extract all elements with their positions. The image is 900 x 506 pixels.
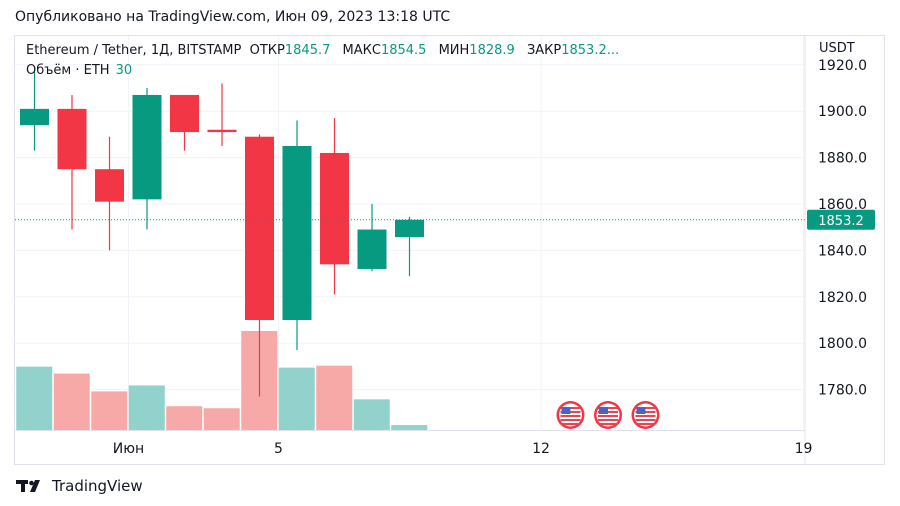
y-tick-label: 1800.0 — [818, 336, 867, 352]
tradingview-brand: TradingView — [52, 477, 143, 495]
tradingview-logo-icon — [16, 480, 40, 492]
x-tick-label: Июн — [113, 441, 144, 457]
volume-bar — [316, 365, 353, 430]
volume-label: Объём · ETH — [26, 63, 110, 78]
currency-label: USDT — [819, 41, 855, 56]
grid-lines — [15, 36, 806, 465]
candle-body — [57, 108, 87, 170]
y-tick-label: 1900.0 — [818, 104, 867, 120]
flag-canton — [636, 407, 646, 414]
candle-body — [20, 108, 49, 126]
candle-body — [132, 94, 162, 200]
x-tick-label: 19 — [795, 441, 813, 457]
volume-bar — [203, 408, 240, 430]
y-tick-label: 1860.0 — [818, 197, 867, 213]
volume-bar — [16, 366, 53, 430]
volume-bar — [353, 399, 390, 430]
us-flag-event-icon — [556, 401, 585, 429]
volume-bar — [166, 406, 203, 430]
high-value: 1854.5 — [380, 43, 427, 58]
low-label: МИН — [438, 43, 470, 58]
y-tick-label: 1780.0 — [818, 383, 867, 399]
symbol-label: Ethereum / Tether, 1Д, BITSTAMP — [26, 43, 242, 58]
flag-stripe — [560, 423, 581, 425]
volume-legend: Объём · ETH 30 — [26, 63, 132, 78]
y-tick-label: 1920.0 — [818, 58, 867, 74]
close-value: 1853.2... — [561, 43, 620, 58]
us-flag-event-icon — [594, 401, 622, 429]
event-markers — [556, 401, 660, 429]
candle-body — [320, 152, 349, 265]
us-flag-event-icon — [631, 401, 660, 429]
flag-stripe — [635, 415, 656, 417]
open-value: 1845.7 — [284, 43, 331, 58]
y-tick-label: 1840.0 — [818, 243, 867, 259]
flag-stripe — [598, 423, 618, 425]
candle-body — [395, 219, 424, 238]
flag-stripe — [598, 415, 618, 417]
open-label: ОТКР — [249, 43, 285, 58]
volume-bar — [91, 391, 128, 430]
volume-bar — [391, 425, 428, 430]
y-tick-label: 1820.0 — [818, 290, 867, 306]
tradingview-footer[interactable]: TradingView — [16, 477, 143, 495]
y-axis-labels: 1780.0 1800.0 1820.0 1840.0 1860.0 1880.0 1900… — [818, 58, 867, 399]
close-label: ЗАКР — [526, 43, 562, 58]
volume-value: 30 — [115, 63, 133, 78]
y-tick-label: 1880.0 — [818, 151, 867, 167]
x-tick-label: 5 — [274, 441, 283, 457]
flag-canton — [561, 407, 571, 414]
candle-body — [245, 136, 274, 320]
x-axis-labels: Июн 5 12 19 — [113, 441, 813, 457]
candle-body — [95, 169, 124, 202]
published-caption: Опубликовано на TradingView.com, Июн 09,… — [15, 9, 451, 25]
candle-body — [207, 129, 237, 133]
ohlc-legend: Ethereum / Tether, 1Д, BITSTAMP ОТКР1845… — [26, 43, 627, 58]
candle-body — [170, 94, 199, 133]
candle-body — [357, 229, 387, 269]
flag-canton — [599, 407, 608, 414]
volume-bar — [53, 373, 90, 430]
high-label: МАКС — [342, 43, 381, 58]
flag-stripe — [560, 419, 581, 421]
flag-stripe — [560, 415, 581, 417]
flag-stripe — [598, 419, 618, 421]
chart-frame — [14, 35, 885, 465]
low-value: 1828.9 — [469, 43, 515, 58]
flag-stripe — [635, 423, 656, 425]
flag-stripe — [635, 419, 656, 421]
last-price-label: 1853.2 — [818, 214, 864, 229]
candle-body — [282, 146, 312, 320]
x-tick-label: 12 — [532, 441, 550, 457]
candles — [20, 71, 424, 397]
volume-bar — [278, 367, 315, 430]
volume-bar — [128, 385, 165, 430]
volume-bars — [16, 331, 428, 430]
last-price-badge — [807, 209, 875, 230]
